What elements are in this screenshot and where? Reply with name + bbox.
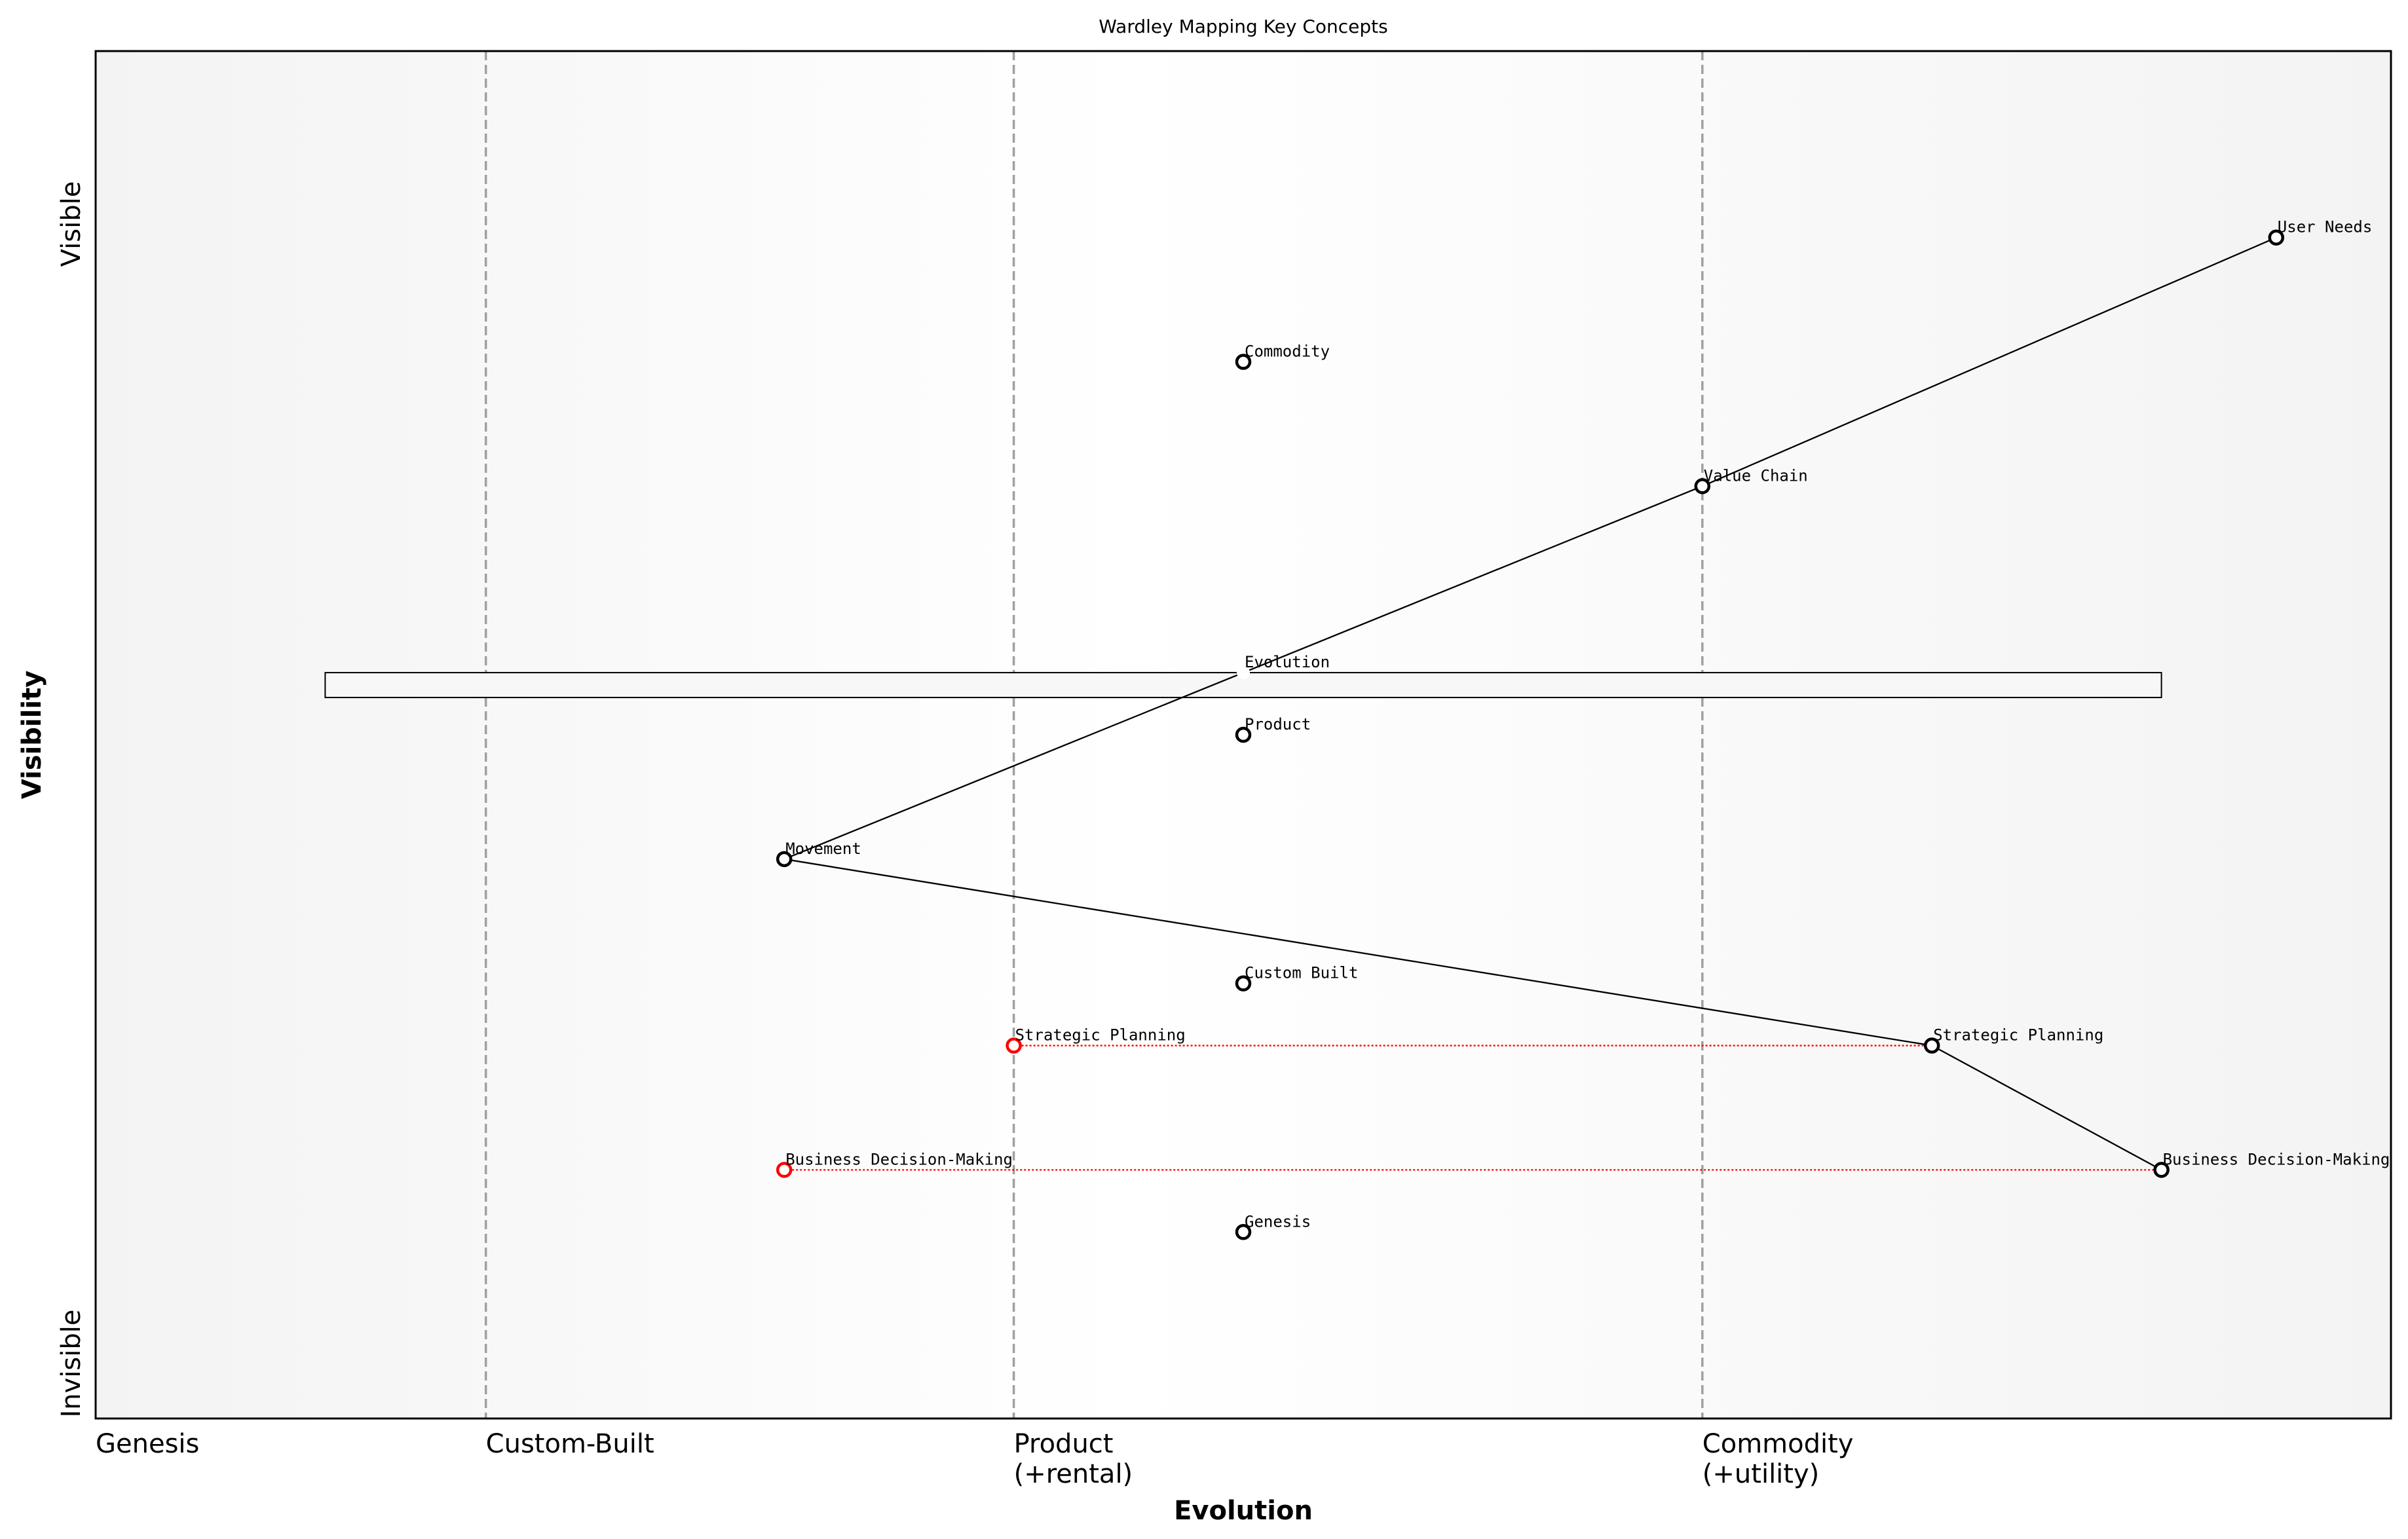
component-node: Movement <box>776 840 861 868</box>
component-marker <box>2153 1162 2170 1178</box>
component-node: Strategic Planning <box>1923 1026 2103 1054</box>
stage-label: Genesis <box>96 1429 199 1459</box>
component-label: Movement <box>785 840 861 858</box>
y-axis-label: Visibility <box>17 671 47 799</box>
stage-sublabel: (+rental) <box>1014 1459 1133 1489</box>
component-marker <box>1006 1037 1022 1054</box>
plot-frame <box>94 50 2392 1420</box>
component-node: Evolution <box>1237 653 1330 680</box>
component-node: Custom Built <box>1235 964 1358 992</box>
component-marker <box>1923 1037 1940 1054</box>
component-label: Genesis <box>1245 1212 1311 1231</box>
stage-label: Product <box>1014 1429 1114 1459</box>
dependency-link <box>1702 236 2277 487</box>
component-node: Genesis <box>1235 1212 1311 1240</box>
component-marker <box>1235 1224 1252 1240</box>
component-marker <box>1235 726 1252 743</box>
component-label: Business Decision-Making <box>785 1150 1013 1168</box>
component-marker <box>1235 354 1252 370</box>
component-node: Business Decision-Making <box>2153 1150 2390 1178</box>
component-node: Product <box>1235 715 1311 743</box>
component-node: Commodity <box>1235 343 1330 370</box>
component-marker <box>776 851 793 868</box>
component-marker <box>1235 975 1252 992</box>
stage-label: Custom-Built <box>486 1429 654 1459</box>
stage-label: Commodity <box>1703 1429 1854 1459</box>
component-node: Value Chain <box>1694 466 1808 494</box>
component-marker <box>1694 478 1711 494</box>
component-label: Strategic Planning <box>1015 1026 1186 1045</box>
component-marker <box>776 1162 793 1178</box>
component-label: Product <box>1245 715 1311 733</box>
component-node: User Needs <box>2268 218 2373 246</box>
component-label: Business Decision-Making <box>2163 1150 2390 1168</box>
component-label: Custom Built <box>1245 964 1358 982</box>
component-label: Value Chain <box>1704 466 1808 485</box>
x-axis-label: Evolution <box>1174 1496 1313 1526</box>
component-label: Commodity <box>1245 343 1330 361</box>
component-label: Evolution <box>1245 653 1330 671</box>
component-node: Business Decision-Making <box>776 1150 1013 1178</box>
component-marker <box>2268 229 2285 246</box>
component-node: Strategic Planning <box>1006 1026 1186 1054</box>
dependency-link <box>784 858 1932 1047</box>
component-label: Strategic Planning <box>1933 1026 2103 1045</box>
stage-sublabel: (+utility) <box>1703 1459 1819 1489</box>
y-label-invisible: Invisible <box>56 1310 86 1418</box>
component-label: User Needs <box>2278 218 2373 236</box>
dependency-link <box>1931 1045 2162 1171</box>
y-label-visible: Visible <box>56 181 86 267</box>
component-marker <box>1237 666 1250 680</box>
chart-title: Wardley Mapping Key Concepts <box>1099 16 1387 37</box>
